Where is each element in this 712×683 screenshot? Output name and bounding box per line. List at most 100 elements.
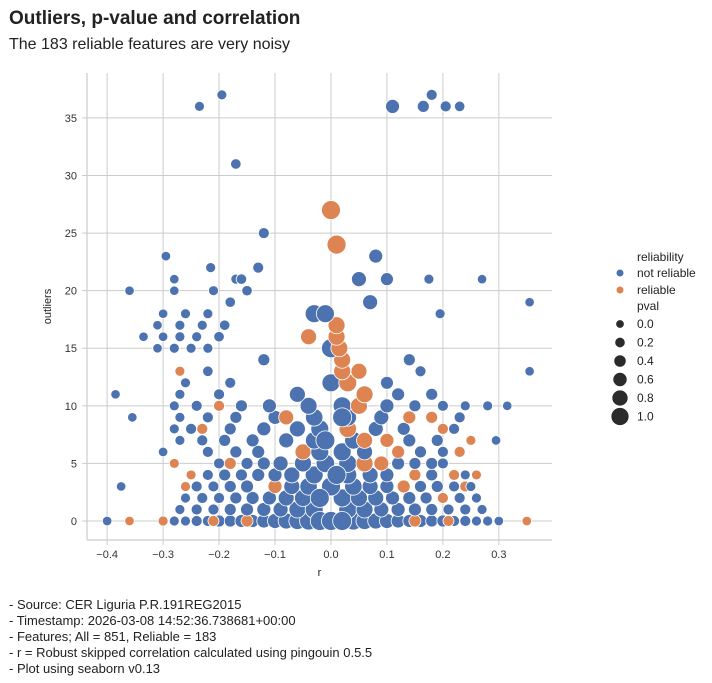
point-reliable bbox=[174, 365, 186, 377]
point-reliable bbox=[379, 432, 395, 448]
point-reliable bbox=[223, 457, 237, 470]
point-not-reliable bbox=[482, 400, 494, 412]
legend-size-marker bbox=[610, 407, 630, 426]
point-not-reliable bbox=[402, 353, 416, 367]
point-not-reliable bbox=[385, 98, 400, 114]
point-not-reliable bbox=[476, 273, 488, 285]
point-not-reliable bbox=[224, 376, 237, 389]
point-not-reliable bbox=[332, 442, 352, 462]
point-not-reliable bbox=[459, 400, 471, 412]
point-not-reliable bbox=[124, 285, 135, 296]
point-not-reliable bbox=[408, 399, 422, 413]
point-not-reliable bbox=[391, 456, 406, 471]
point-not-reliable bbox=[213, 388, 225, 401]
legend-label: not reliable bbox=[637, 266, 696, 280]
point-not-reliable bbox=[160, 250, 172, 262]
point-not-reliable bbox=[476, 504, 488, 515]
point-not-reliable bbox=[442, 503, 455, 516]
point-not-reliable bbox=[174, 434, 186, 446]
y-axis-label: outliers bbox=[42, 288, 54, 324]
point-reliable bbox=[402, 410, 417, 425]
x-tick-label: 0.1 bbox=[379, 549, 394, 561]
point-not-reliable bbox=[127, 412, 138, 423]
point-reliable bbox=[448, 469, 460, 481]
point-not-reliable bbox=[482, 515, 494, 527]
footer-line: - Plot using seaborn v0.13 bbox=[9, 661, 161, 676]
point-reliable bbox=[185, 469, 197, 481]
point-not-reliable bbox=[196, 434, 209, 447]
x-tick-label: −0.4 bbox=[96, 549, 118, 561]
point-not-reliable bbox=[309, 488, 330, 508]
point-not-reliable bbox=[229, 445, 243, 459]
point-reliable bbox=[321, 200, 341, 220]
point-not-reliable bbox=[262, 398, 277, 414]
point-not-reliable bbox=[180, 308, 191, 320]
point-not-reliable bbox=[235, 468, 248, 482]
point-reliable bbox=[436, 422, 449, 435]
footer-line: - Features; All = 851, Reliable = 183 bbox=[9, 629, 217, 644]
legend-label: 0.6 bbox=[637, 373, 654, 387]
point-not-reliable bbox=[180, 492, 191, 504]
point-not-reliable bbox=[252, 261, 265, 274]
point-not-reliable bbox=[288, 385, 306, 403]
point-not-reliable bbox=[423, 273, 435, 285]
point-not-reliable bbox=[380, 272, 394, 287]
point-not-reliable bbox=[332, 511, 353, 531]
point-not-reliable bbox=[408, 457, 422, 470]
point-not-reliable bbox=[218, 433, 232, 447]
point-not-reliable bbox=[190, 480, 203, 493]
point-not-reliable bbox=[304, 465, 324, 485]
point-not-reliable bbox=[414, 365, 427, 378]
point-not-reliable bbox=[157, 308, 169, 319]
point-reliable bbox=[373, 455, 390, 472]
footer-line: - Timestamp: 2026-03-08 14:52:36.738681+… bbox=[9, 613, 296, 628]
point-not-reliable bbox=[190, 515, 203, 527]
point-not-reliable bbox=[430, 433, 444, 447]
point-not-reliable bbox=[168, 515, 180, 527]
point-not-reliable bbox=[493, 515, 504, 527]
y-tick-label: 15 bbox=[65, 343, 77, 355]
point-not-reliable bbox=[168, 423, 180, 435]
point-not-reliable bbox=[362, 294, 379, 311]
point-not-reliable bbox=[278, 432, 295, 449]
point-not-reliable bbox=[402, 491, 417, 505]
point-not-reliable bbox=[223, 503, 237, 516]
legend-size-marker bbox=[613, 354, 627, 368]
legend-marker bbox=[616, 286, 624, 294]
point-not-reliable bbox=[202, 342, 214, 354]
point-reliable bbox=[213, 399, 225, 412]
x-axis-label: r bbox=[318, 567, 322, 579]
point-not-reliable bbox=[174, 504, 186, 515]
point-not-reliable bbox=[430, 480, 444, 493]
x-tick-label: 0.2 bbox=[435, 549, 450, 561]
point-not-reliable bbox=[240, 479, 254, 494]
point-not-reliable bbox=[201, 411, 214, 424]
point-not-reliable bbox=[245, 491, 260, 505]
point-not-reliable bbox=[379, 398, 395, 414]
point-not-reliable bbox=[168, 342, 180, 354]
point-not-reliable bbox=[213, 331, 225, 343]
point-reliable bbox=[207, 515, 220, 527]
legend-size-marker bbox=[612, 371, 628, 388]
point-not-reliable bbox=[152, 320, 163, 331]
point-not-reliable bbox=[391, 387, 406, 402]
x-tick-label: −0.2 bbox=[208, 549, 230, 561]
point-not-reliable bbox=[185, 422, 197, 435]
point-not-reliable bbox=[213, 457, 225, 470]
point-not-reliable bbox=[256, 421, 272, 437]
point-not-reliable bbox=[152, 343, 163, 354]
point-reliable bbox=[436, 492, 449, 504]
legend-size-title: pval bbox=[637, 299, 659, 313]
point-not-reliable bbox=[207, 503, 220, 516]
point-not-reliable bbox=[235, 399, 248, 413]
point-not-reliable bbox=[115, 481, 127, 492]
point-not-reliable bbox=[191, 331, 203, 343]
point-not-reliable bbox=[436, 399, 449, 412]
point-not-reliable bbox=[180, 377, 191, 389]
point-not-reliable bbox=[229, 410, 243, 424]
legend-hue-title: reliability bbox=[637, 250, 684, 264]
point-not-reliable bbox=[453, 492, 466, 504]
point-not-reliable bbox=[213, 492, 225, 504]
point-not-reliable bbox=[257, 353, 271, 367]
point-not-reliable bbox=[174, 319, 186, 331]
